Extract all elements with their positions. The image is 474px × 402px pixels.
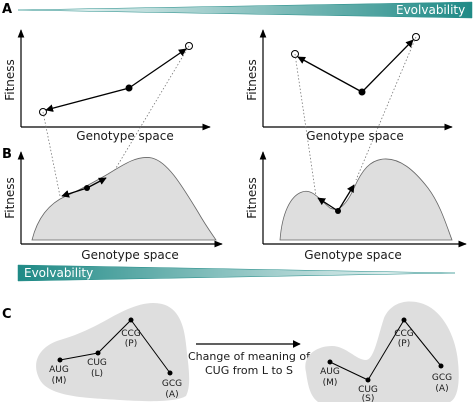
codon-label-after-0: AUG (320, 367, 340, 377)
axes-b-left: Fitness Genotype space (3, 151, 223, 262)
aa-label-after-2: (P) (398, 339, 410, 349)
transition-line-2: CUG from L to S (205, 364, 293, 377)
codon-label-after-2: CCG (394, 329, 414, 339)
evolvability-bar-top: Evolvability (17, 1, 473, 19)
codon-node-before-3 (167, 370, 173, 376)
axes-b-right: Fitness Genotype space (245, 151, 467, 262)
panel-label-b: B (2, 147, 12, 162)
axis-y-b-right: Fitness (245, 177, 259, 219)
trajectory-a-left (39, 42, 193, 116)
axis-x-a-left: Genotype space (76, 129, 173, 143)
codon-network-after: AUG (M) CUG (S) CCG (P) GCG (A) (305, 301, 459, 402)
axes-a-right: Fitness Genotype space (245, 29, 453, 143)
axis-x-b-right: Genotype space (304, 248, 401, 262)
aa-label-before-1: (L) (91, 369, 103, 379)
landscape-b-left (31, 157, 217, 241)
codon-node-after-0 (327, 359, 333, 365)
panel-label-a: A (2, 2, 12, 17)
codon-node-after-2 (401, 317, 407, 323)
panel-label-c: C (2, 307, 12, 322)
codon-label-after-1: CUG (358, 385, 378, 395)
current-point-a-left (125, 84, 133, 92)
codon-node-after-1 (365, 377, 371, 383)
current-point-b-left (84, 185, 90, 191)
axis-y-a-left: Fitness (3, 59, 17, 101)
axis-x-a-right: Genotype space (306, 129, 403, 143)
codon-node-before-0 (57, 357, 63, 363)
codon-label-before-1: CUG (87, 358, 107, 368)
codon-label-before-2: CCG (121, 329, 141, 339)
aa-label-after-3: (A) (435, 384, 448, 394)
axes-a-left: Fitness Genotype space (3, 29, 211, 143)
axis-y-a-right: Fitness (245, 59, 259, 101)
current-point-a-right (358, 88, 366, 96)
transition: Change of meaning of CUG from L to S (188, 340, 311, 377)
aa-label-after-0: (M) (323, 378, 338, 388)
transition-line-1: Change of meaning of (188, 350, 311, 363)
codon-node-after-3 (438, 363, 444, 369)
trajectory-b-right (317, 184, 355, 214)
aa-label-before-3: (A) (165, 390, 178, 400)
trajectory-a-right (291, 33, 420, 96)
codon-node-before-1 (95, 350, 101, 356)
evolvability-label-bottom: Evolvability (24, 266, 93, 280)
current-point-b-right (335, 208, 341, 214)
axis-y-b-left: Fitness (3, 177, 17, 219)
codon-node-before-2 (128, 317, 134, 323)
landscape-b-right (279, 158, 453, 241)
aa-label-after-1: (S) (362, 394, 375, 402)
codon-network-before: AUG (M) CUG (L) CCG (P) GCG (A) (36, 302, 190, 402)
axis-x-b-left: Genotype space (81, 248, 178, 262)
aa-label-before-2: (P) (125, 339, 137, 349)
codon-label-after-3: GCG (432, 373, 452, 383)
aa-label-before-0: (M) (52, 376, 67, 386)
evolvability-label-top: Evolvability (396, 3, 465, 17)
trajectory-b-left (61, 177, 107, 198)
codon-label-before-3: GCG (162, 379, 182, 389)
projection-lines (42, 36, 417, 197)
codon-label-before-0: AUG (49, 365, 69, 375)
evolvability-bar-bottom: Evolvability (17, 264, 456, 282)
